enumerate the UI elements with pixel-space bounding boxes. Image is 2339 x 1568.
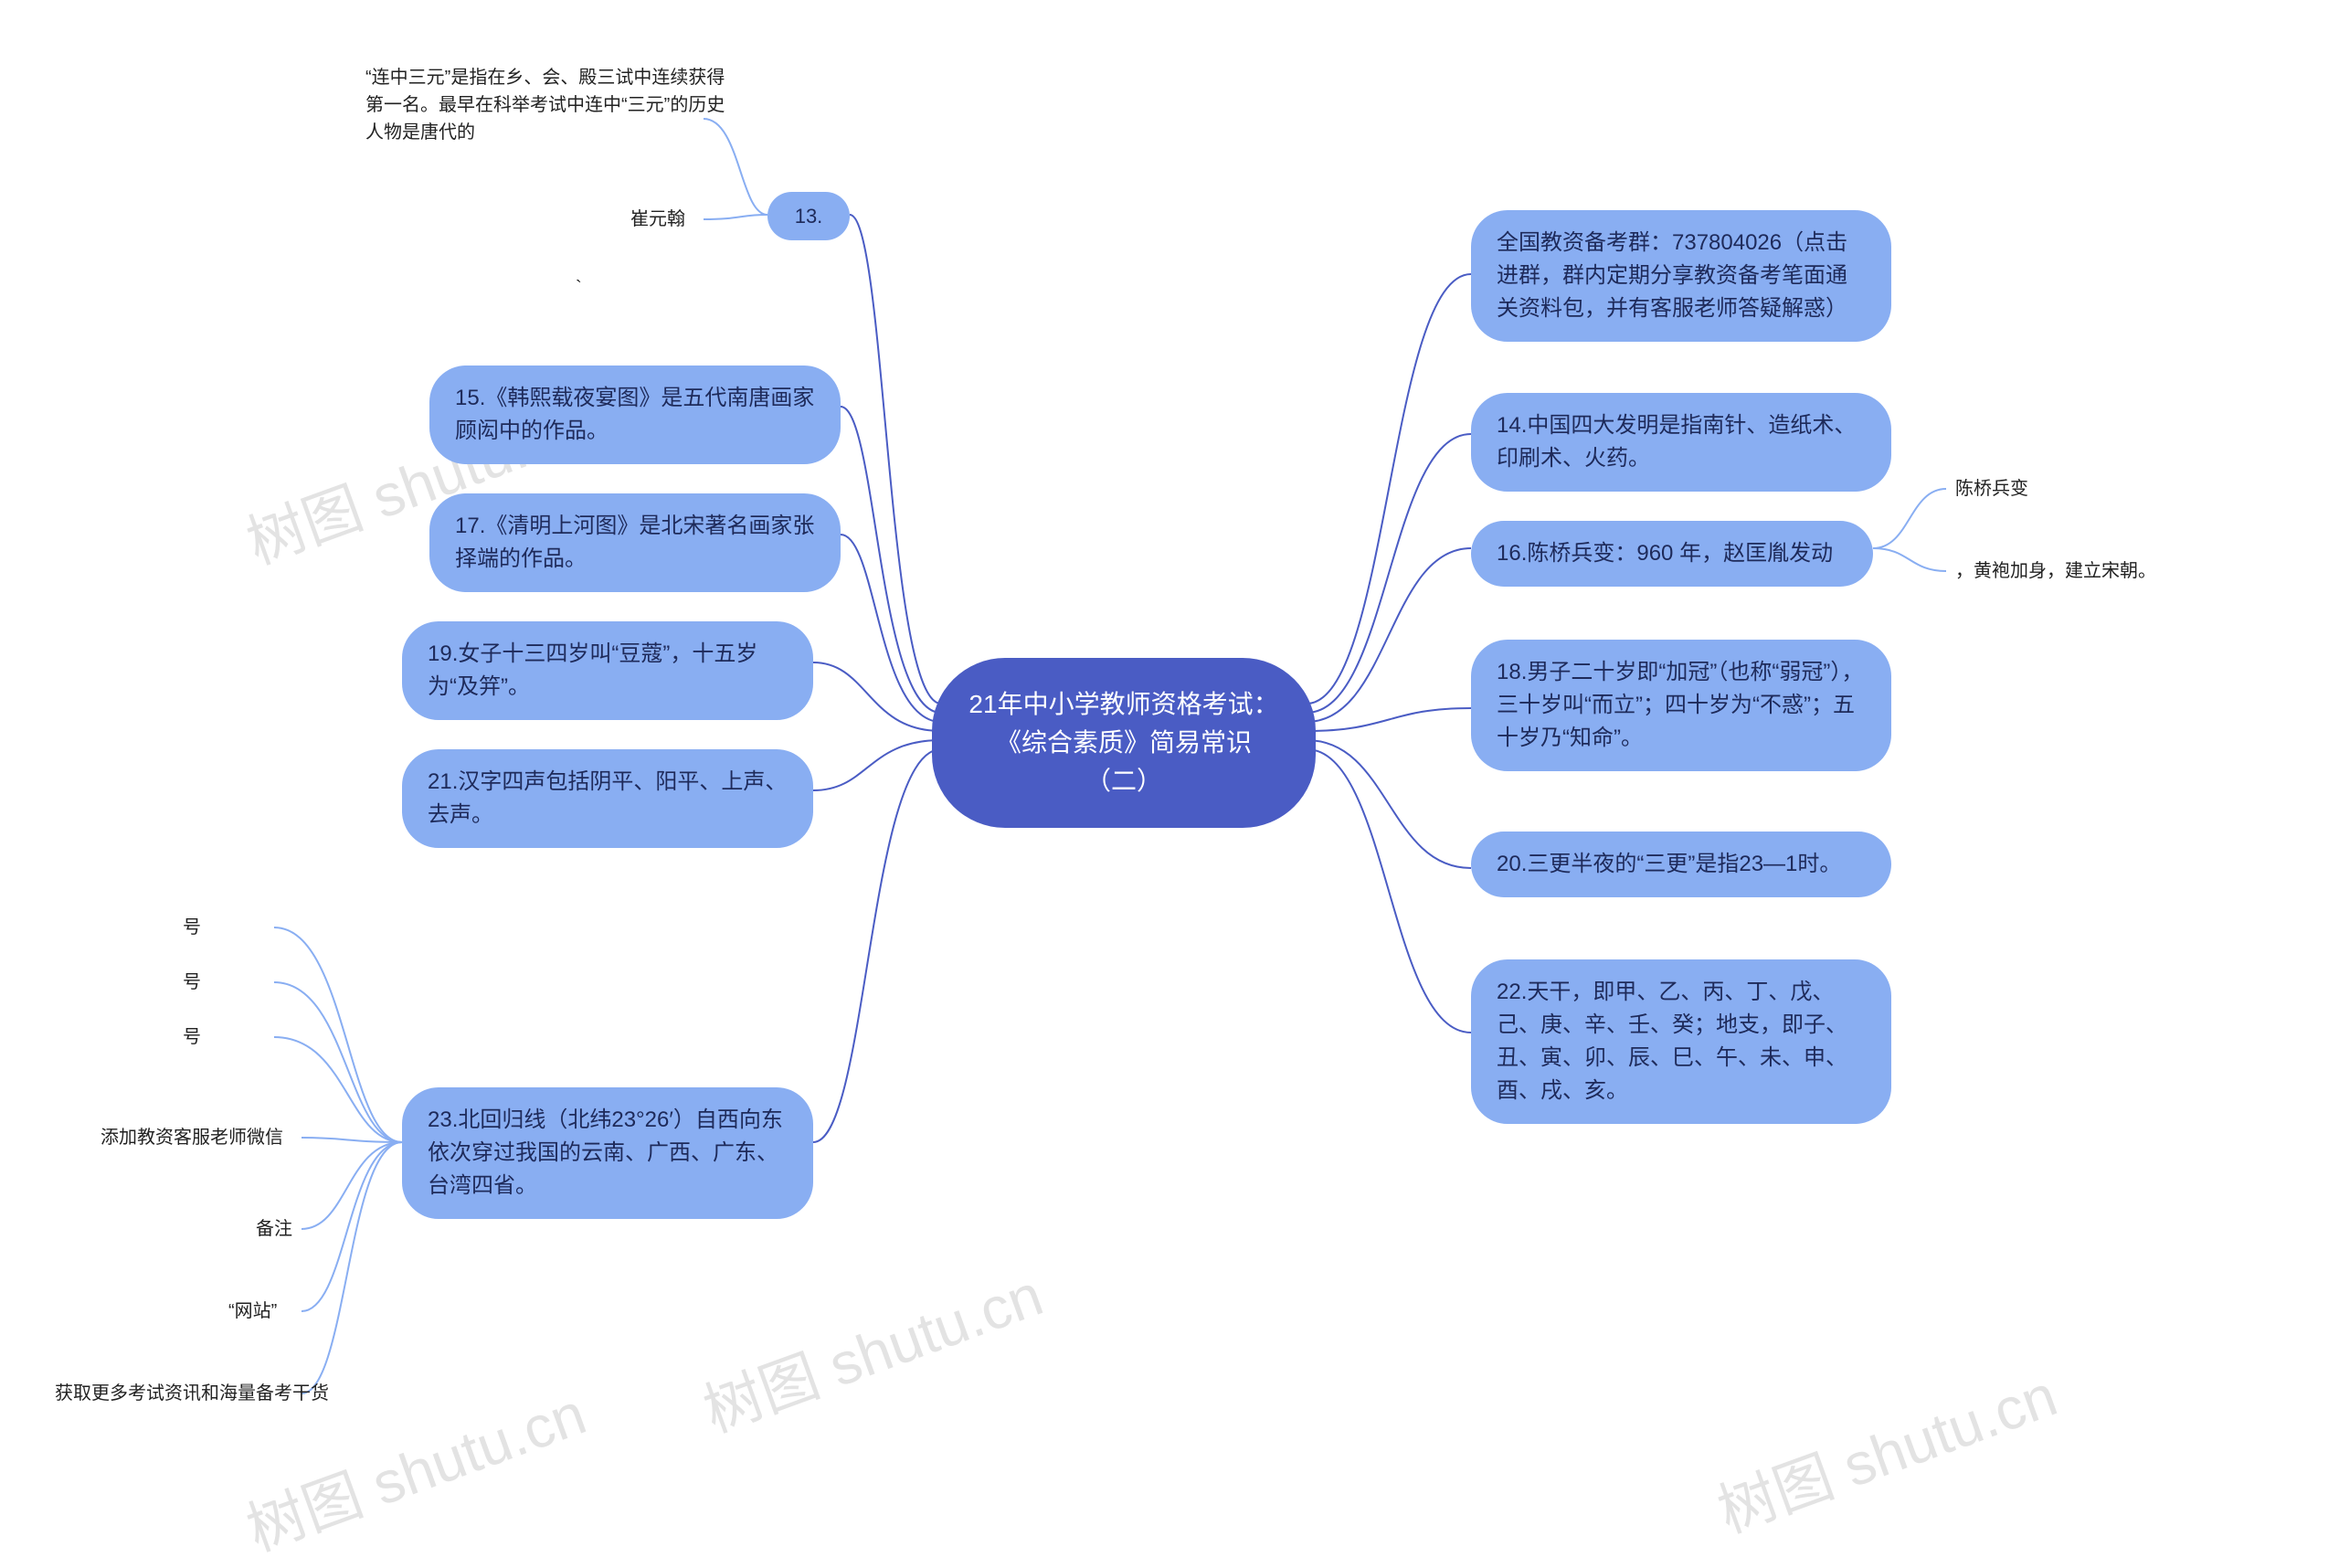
center-node-label: 21年中小学教师资格考试：《综合素质》简易常识（二） <box>968 690 1278 795</box>
branch-label: 15.《韩熙载夜宴图》是五代南唐画家顾闳中的作品。 <box>455 386 814 443</box>
branch-label: 16.陈桥兵变：960 年，赵匡胤发动 <box>1497 541 1833 566</box>
leaf-text: 号 <box>183 969 201 996</box>
branch-node[interactable]: 15.《韩熙载夜宴图》是五代南唐画家顾闳中的作品。 <box>429 366 841 464</box>
mindmap-canvas: 树图 shutu.cn 树图 shutu.cn 树图 shutu.cn 树图 s… <box>0 0 2339 1549</box>
leaf-text: 获取更多考试资讯和海量备考干货 <box>55 1380 329 1407</box>
branch-label: 14.中国四大发明是指南针、造纸术、印刷术、火药。 <box>1497 413 1856 471</box>
leaf-text: 崔元翰 <box>630 206 685 233</box>
branch-label: 19.女子十三四岁叫“豆蔻”，十五岁为“及笄”。 <box>428 641 757 699</box>
branch-label: 22.天干，即甲、乙、丙、丁、戊、己、庚、辛、壬、癸；地支，即子、丑、寅、卯、辰… <box>1497 980 1847 1103</box>
branch-node[interactable]: 21.汉字四声包括阴平、阳平、上声、去声。 <box>402 749 813 848</box>
leaf-text: 号 <box>183 1023 201 1051</box>
branch-node[interactable]: 19.女子十三四岁叫“豆蔻”，十五岁为“及笄”。 <box>402 621 813 720</box>
branch-label: 23.北回归线（北纬23°26′）自西向东依次穿过我国的云南、广西、广东、台湾四… <box>428 1107 783 1198</box>
leaf-text: 备注 <box>256 1215 292 1243</box>
leaf-text: 陈桥兵变 <box>1955 475 2138 503</box>
branch-node[interactable]: 16.陈桥兵变：960 年，赵匡胤发动 <box>1471 521 1873 587</box>
branch-label: 13. <box>795 205 823 228</box>
branch-node[interactable]: 全国教资备考群：737804026（点击进群，群内定期分享教资备考笔面通关资料包… <box>1471 210 1891 342</box>
branch-node[interactable]: 20.三更半夜的“三更”是指23—1时。 <box>1471 832 1891 897</box>
watermark: 树图 shutu.cn <box>691 1248 1053 1448</box>
leaf-text: “连中三元”是指在乡、会、殿三试中连续获得第一名。最早在科举考试中连中“三元”的… <box>365 64 731 146</box>
leaf-text: 添加教资客服老师微信 <box>101 1124 283 1151</box>
branch-node[interactable]: 22.天干，即甲、乙、丙、丁、戊、己、庚、辛、壬、癸；地支，即子、丑、寅、卯、辰… <box>1471 959 1891 1124</box>
branch-node[interactable]: 23.北回归线（北纬23°26′）自西向东依次穿过我国的云南、广西、广东、台湾四… <box>402 1087 813 1219</box>
branch-node-13[interactable]: 13. <box>767 192 850 240</box>
branch-label: 21.汉字四声包括阴平、阳平、上声、去声。 <box>428 769 787 827</box>
branch-node[interactable]: 14.中国四大发明是指南针、造纸术、印刷术、火药。 <box>1471 393 1891 492</box>
branch-label: 17.《清明上河图》是北宋著名画家张择端的作品。 <box>455 514 814 571</box>
leaf-text: ，黄袍加身，建立宋朝。 <box>1955 557 2229 585</box>
branch-label: 全国教资备考群：737804026（点击进群，群内定期分享教资备考笔面通关资料包… <box>1497 230 1847 321</box>
branch-label: 20.三更半夜的“三更”是指23—1时。 <box>1497 852 1841 876</box>
leaf-text: “网站” <box>228 1298 277 1325</box>
watermark: 树图 shutu.cn <box>1705 1349 2067 1549</box>
branch-label: 18.男子二十岁即“加冠”（也称“弱冠”），三十岁叫“而立”；四十岁为“不惑”；… <box>1497 660 1863 750</box>
leaf-text: ` <box>576 274 582 302</box>
branch-node[interactable]: 17.《清明上河图》是北宋著名画家张择端的作品。 <box>429 493 841 592</box>
branch-node[interactable]: 18.男子二十岁即“加冠”（也称“弱冠”），三十岁叫“而立”；四十岁为“不惑”；… <box>1471 640 1891 771</box>
leaf-text: 号 <box>183 914 201 941</box>
center-node[interactable]: 21年中小学教师资格考试：《综合素质》简易常识（二） <box>932 658 1316 828</box>
